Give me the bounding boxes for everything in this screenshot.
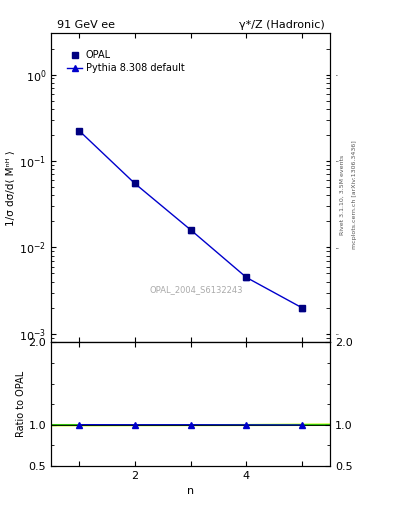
Text: Rivet 3.1.10, 3.5M events: Rivet 3.1.10, 3.5M events bbox=[340, 155, 345, 234]
X-axis label: n: n bbox=[187, 486, 194, 496]
Text: γ*/Z (Hadronic): γ*/Z (Hadronic) bbox=[239, 19, 325, 30]
Pythia 8.308 default bbox=[300, 305, 305, 311]
OPAL bbox=[300, 305, 305, 311]
OPAL bbox=[188, 227, 193, 233]
Legend: OPAL, Pythia 8.308 default: OPAL, Pythia 8.308 default bbox=[64, 48, 187, 76]
Y-axis label: Ratio to OPAL: Ratio to OPAL bbox=[16, 371, 26, 437]
Text: mcplots.cern.ch [arXiv:1306.3436]: mcplots.cern.ch [arXiv:1306.3436] bbox=[352, 140, 357, 249]
Pythia 8.308 default bbox=[132, 180, 137, 186]
Pythia 8.308 default bbox=[77, 127, 81, 134]
Pythia 8.308 default bbox=[188, 227, 193, 233]
Line: OPAL: OPAL bbox=[76, 128, 305, 311]
Y-axis label: 1/σ dσ/d⟨ Mⁿᴴ ⟩: 1/σ dσ/d⟨ Mⁿᴴ ⟩ bbox=[6, 150, 17, 226]
OPAL bbox=[77, 127, 81, 134]
OPAL bbox=[132, 180, 137, 186]
Line: Pythia 8.308 default: Pythia 8.308 default bbox=[76, 128, 305, 311]
Text: 91 GeV ee: 91 GeV ee bbox=[57, 19, 115, 30]
Pythia 8.308 default bbox=[244, 274, 249, 281]
Text: OPAL_2004_S6132243: OPAL_2004_S6132243 bbox=[149, 285, 243, 294]
OPAL bbox=[244, 274, 249, 281]
